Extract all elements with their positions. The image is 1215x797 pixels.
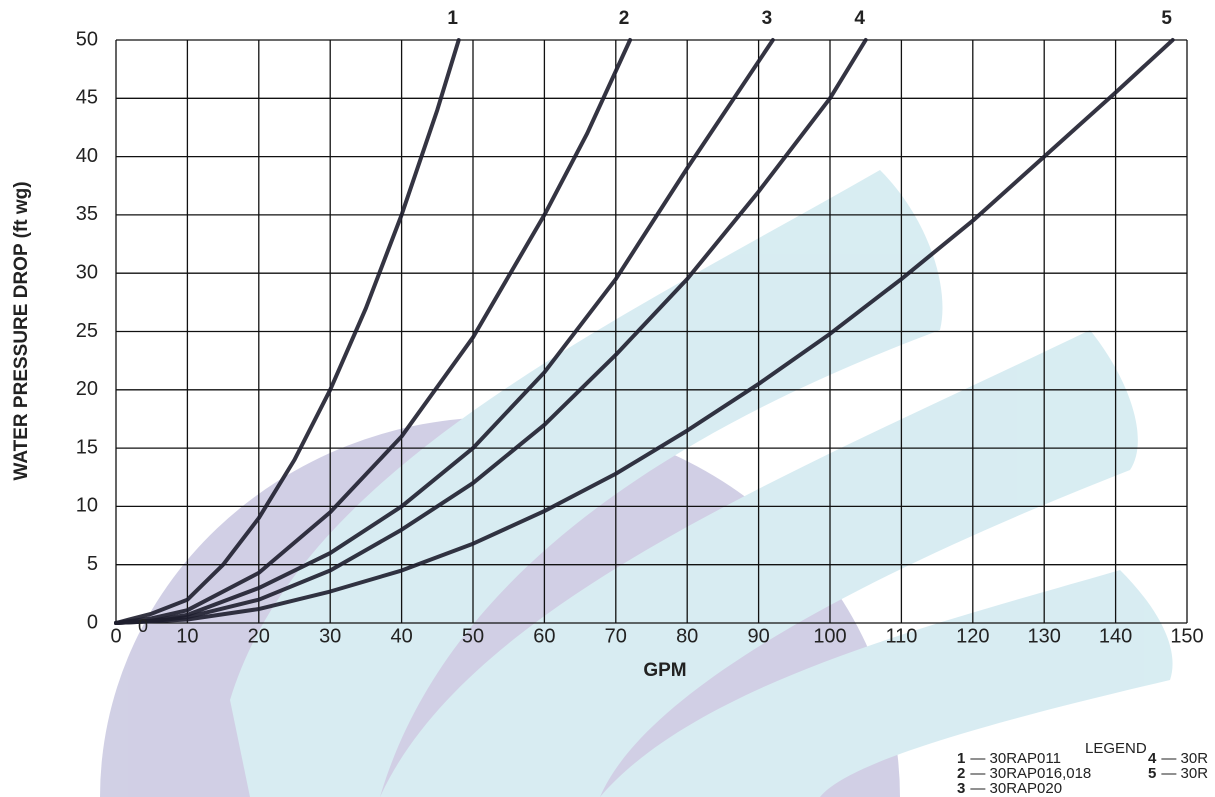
chart: 0102030405060708090100110120130140150051… — [0, 0, 1215, 797]
x-tick-label: 70 — [605, 625, 627, 647]
y-tick-label: 50 — [76, 28, 98, 50]
x-tick-label: 50 — [462, 625, 484, 647]
x-tick-label: 150 — [1170, 625, 1203, 647]
x-tick-label: 60 — [533, 625, 555, 647]
curve-label: 5 — [1161, 8, 1172, 29]
legend-label: — 30RAP020 — [970, 780, 1062, 797]
legend-entry: 3 — 30RAP020 — [957, 780, 1062, 797]
x-tick-label: 130 — [1028, 625, 1061, 647]
y-tick-label: 25 — [76, 320, 98, 342]
legend-entry: 5 — 30R — [1148, 765, 1208, 782]
annotation: 0 — [138, 616, 148, 636]
x-tick-label: 30 — [319, 625, 341, 647]
y-tick-label: 5 — [87, 553, 98, 575]
x-tick-label: 140 — [1099, 625, 1132, 647]
legend-key: 3 — [957, 780, 965, 797]
x-tick-label: 10 — [176, 625, 198, 647]
x-tick-label: 90 — [747, 625, 769, 647]
legend-key: 5 — [1148, 765, 1156, 782]
y-tick-label: 15 — [76, 436, 98, 458]
y-tick-label: 40 — [76, 145, 98, 167]
y-tick-label: 0 — [87, 611, 98, 633]
y-tick-label: 10 — [76, 495, 98, 517]
curve-label: 4 — [854, 8, 865, 29]
y-tick-label: 30 — [76, 261, 98, 283]
y-tick-label: 20 — [76, 378, 98, 400]
x-tick-label: 40 — [390, 625, 412, 647]
curve-label: 2 — [619, 8, 630, 29]
y-tick-label: 35 — [76, 203, 98, 225]
legend-label: — 30R — [1161, 765, 1208, 782]
x-tick-label: 100 — [813, 625, 846, 647]
legend-title: LEGEND — [1085, 740, 1147, 757]
x-tick-label: 0 — [110, 625, 121, 647]
watermark — [100, 170, 1173, 797]
y-tick-label: 45 — [76, 87, 98, 109]
curve-label: 3 — [762, 8, 773, 29]
y-axis-label: WATER PRESSURE DROP (ft wg) — [11, 181, 32, 480]
x-axis-label: GPM — [643, 660, 686, 681]
curve-label: 1 — [447, 8, 458, 29]
x-tick-label: 20 — [248, 625, 270, 647]
x-tick-label: 110 — [885, 625, 917, 647]
x-tick-label: 80 — [676, 625, 698, 647]
x-tick-label: 120 — [956, 625, 989, 647]
